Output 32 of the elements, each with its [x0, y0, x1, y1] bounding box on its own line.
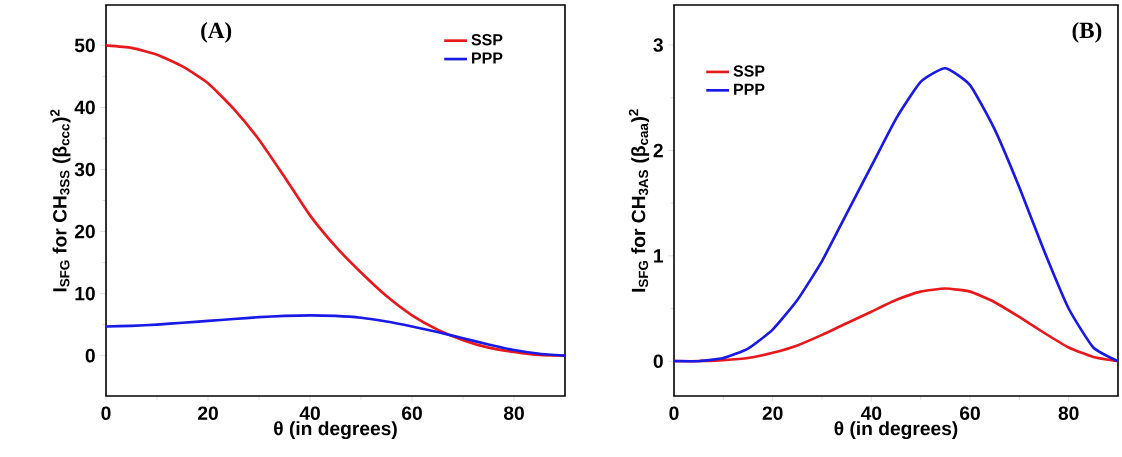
legend-label: SSP [471, 34, 503, 46]
x-tick-label: 40 [299, 406, 320, 420]
y-tick-label: 1 [654, 249, 664, 263]
legend-label: SSP [733, 65, 765, 77]
line-series [674, 66, 1118, 363]
y-tick-label: 0 [653, 354, 663, 369]
y-tick-label: 30 [74, 162, 95, 177]
x-tick-label: 0 [669, 406, 679, 420]
y-tick-label: 2 [653, 143, 663, 158]
x-axis-title: θ (in degrees) [274, 421, 397, 440]
y-tick-label: 40 [74, 100, 95, 115]
x-tick-label: 60 [960, 406, 980, 420]
legend-label: PPP [734, 83, 765, 95]
x-tick-label: 80 [1058, 406, 1079, 420]
y-axis-title: I$_{SFG}$ for CH$_{3SS}$ (β$_{ccc}$)$^{2}$ [50, 109, 71, 292]
x-axis-title: θ (in degrees) [834, 421, 958, 440]
x-tick-label: 20 [198, 406, 218, 420]
annotation: (B) [1072, 21, 1102, 43]
line-series [106, 313, 565, 357]
x-tick-label: 80 [503, 406, 524, 420]
y-tick-label: 3 [653, 38, 663, 52]
x-tick-label: 0 [101, 406, 111, 420]
x-tick-label: 60 [402, 406, 422, 420]
y-tick-label: 10 [75, 286, 95, 301]
y-tick-label: 0 [85, 348, 95, 363]
x-tick-label: 40 [860, 406, 882, 420]
legend-label: PPP [472, 52, 503, 64]
annotation: (A) [201, 21, 232, 43]
y-tick-label: 50 [74, 38, 95, 53]
y-tick-label: 20 [74, 224, 95, 239]
y-axis-title: I$_{SFG}$ for CH$_{3AS}$ (β$_{caa}$)$^{2}$ [628, 109, 650, 292]
x-tick-label: 20 [762, 406, 783, 420]
